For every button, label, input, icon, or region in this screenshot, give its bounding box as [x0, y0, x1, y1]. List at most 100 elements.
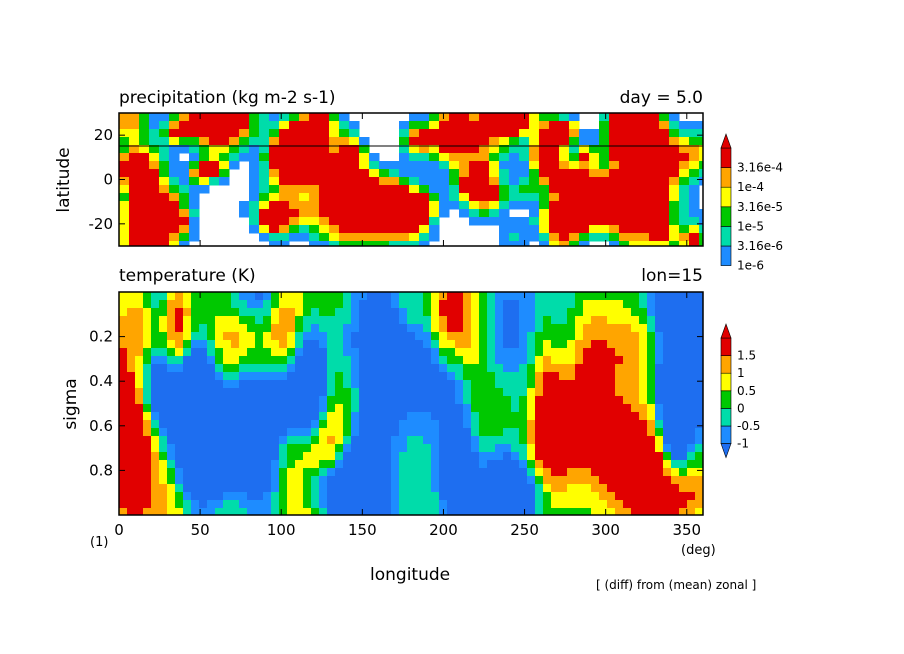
temp-cell — [199, 436, 208, 445]
temp-cell — [631, 364, 640, 373]
temp-cell — [535, 372, 544, 381]
temp-cell — [231, 348, 240, 357]
temp-cell — [319, 476, 328, 485]
temp-cell — [671, 308, 680, 317]
precip-cell — [149, 185, 160, 194]
temp-cell — [463, 500, 472, 509]
temp-cell — [463, 388, 472, 397]
temp-cell — [263, 460, 272, 469]
temp-cell — [487, 316, 496, 325]
precip-cell — [439, 137, 450, 146]
temp-colorbar: -1-0.500.511.5 — [720, 323, 760, 459]
temp-cell — [231, 428, 240, 437]
temp-cell — [167, 452, 176, 461]
temp-cell — [175, 444, 184, 453]
temp-cell — [527, 364, 536, 373]
temp-cell — [151, 404, 160, 413]
precip-cell — [319, 169, 330, 178]
temp-cell — [655, 364, 664, 373]
temp-cell — [503, 372, 512, 381]
temp-cell — [303, 388, 312, 397]
temp-cell — [191, 372, 200, 381]
temp-cell — [383, 452, 392, 461]
temp-cell — [375, 372, 384, 381]
temp-cell — [487, 412, 496, 421]
temp-cell — [247, 412, 256, 421]
temp-cell — [535, 452, 544, 461]
temp-cell — [375, 316, 384, 325]
temp-cell — [135, 356, 144, 365]
temp-cell — [591, 460, 600, 469]
temp-cell — [551, 316, 560, 325]
temp-cell — [223, 420, 232, 429]
precip-cell — [459, 137, 470, 146]
temp-cell — [695, 460, 703, 469]
temp-cell — [223, 404, 232, 413]
temp-cell — [327, 404, 336, 413]
temp-cell — [135, 404, 144, 413]
precip-cell — [249, 201, 260, 210]
temp-cell — [503, 348, 512, 357]
temp-cell — [695, 452, 703, 461]
temp-cell — [335, 468, 344, 477]
temp-cell — [535, 388, 544, 397]
precip-cell — [209, 145, 220, 154]
temp-cell — [535, 468, 544, 477]
temp-cell — [663, 500, 672, 509]
temp-cell — [231, 420, 240, 429]
temp-cell — [591, 316, 600, 325]
precip-cell — [649, 113, 660, 122]
precip-cell — [179, 145, 190, 154]
temp-cell — [367, 492, 376, 501]
temp-cell — [623, 364, 632, 373]
precip-cell — [599, 193, 610, 202]
temp-cell — [151, 316, 160, 325]
precip-cell — [179, 113, 190, 122]
precip-cell — [139, 113, 150, 122]
temp-cell — [495, 476, 504, 485]
temp-cell — [527, 372, 536, 381]
temp-cell — [335, 380, 344, 389]
precip-cell — [369, 161, 380, 170]
precip-cell — [449, 121, 460, 130]
temp-cell — [223, 364, 232, 373]
temp-cell — [263, 452, 272, 461]
temp-cell — [223, 348, 232, 357]
temp-cell — [255, 380, 264, 389]
temp-cell — [535, 404, 544, 413]
temp-cell — [191, 436, 200, 445]
precip-cell — [689, 145, 700, 154]
precip-cell — [379, 185, 390, 194]
temp-cell — [591, 332, 600, 341]
temp-cell — [295, 388, 304, 397]
temp-cell — [327, 396, 336, 405]
temp-cell — [223, 500, 232, 509]
precip-cell — [409, 193, 420, 202]
precip-cell — [609, 233, 620, 242]
precip-cell — [639, 113, 650, 122]
precip-cell — [369, 193, 380, 202]
precip-cell — [339, 113, 350, 122]
precip-cell — [549, 185, 560, 194]
temp-cell — [431, 316, 440, 325]
temp-cell — [223, 412, 232, 421]
precip-cell — [269, 185, 280, 194]
temp-cell — [423, 436, 432, 445]
temp-cell — [567, 436, 576, 445]
temp-cell — [303, 444, 312, 453]
temp-cell — [551, 356, 560, 365]
temp-cell — [503, 332, 512, 341]
temp-cell — [367, 380, 376, 389]
temp-cell — [287, 364, 296, 373]
temp-cell — [655, 476, 664, 485]
temp-cell — [551, 460, 560, 469]
precip-cell — [399, 241, 410, 246]
temp-cell — [615, 500, 624, 509]
precip-cell — [189, 169, 200, 178]
precip-cell — [539, 193, 550, 202]
temp-cell — [287, 316, 296, 325]
temp-cell — [279, 484, 288, 493]
temp-cell — [199, 476, 208, 485]
temp-cell — [679, 372, 688, 381]
temp-cell — [271, 468, 280, 477]
